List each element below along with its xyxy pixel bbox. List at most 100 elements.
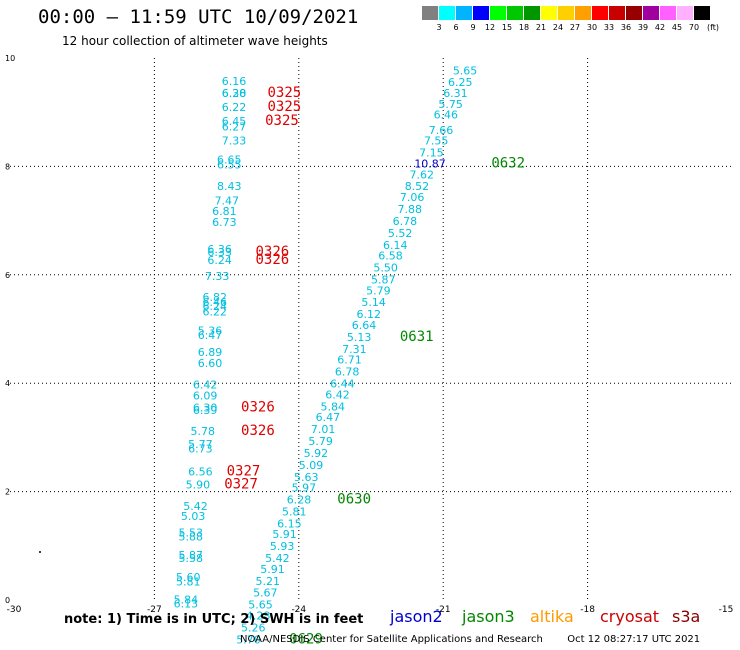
legend-entry-cryosat: cryosat (600, 607, 660, 626)
data-point-value: 5.65 (453, 64, 478, 77)
legend-entry-jason2: jason2 (390, 607, 443, 626)
color-scale-label: 33 (603, 23, 615, 32)
pass-time-label: 0326 (255, 252, 289, 268)
data-point-value: 8.43 (217, 180, 242, 193)
data-point-value: 6.28 (287, 494, 312, 507)
y-tick-label: 4 (5, 379, 10, 388)
data-point-value: 6.64 (352, 319, 377, 332)
data-point-value: 5.03 (181, 510, 206, 523)
color-scale-label: 45 (671, 23, 683, 32)
color-scale-label: 39 (637, 23, 649, 32)
data-point-value: 7.33 (222, 135, 247, 148)
data-point-value: 7.01 (311, 423, 336, 436)
data-point-value: 6.65 (217, 154, 242, 167)
color-scale-box (575, 6, 591, 20)
color-scale-box (694, 6, 710, 20)
y-tick-label: 10 (5, 54, 15, 63)
data-point-value: 5.84 (174, 593, 199, 606)
data-point-value: 6.58 (378, 250, 403, 263)
data-point-value: 6.46 (434, 109, 459, 122)
pass-time-label: 0327 (224, 476, 258, 492)
data-point-value: 7.31 (342, 343, 367, 356)
pass-time-label: 0325 (268, 85, 302, 101)
data-point-value: 7.88 (397, 203, 422, 216)
data-point-value: 5.42 (265, 552, 290, 565)
color-scale-box (439, 6, 455, 20)
data-point-value: 6.82 (203, 291, 228, 304)
data-point-value: 5.97 (292, 482, 317, 495)
data-point-value: 5.77 (188, 438, 213, 451)
data-point-value: 7.55 (424, 135, 449, 148)
data-point-value: 5.84 (320, 400, 345, 413)
color-scale-label: 27 (569, 23, 581, 32)
pass-time-label: 0326 (255, 244, 289, 260)
data-point-value: 6.25 (448, 76, 473, 89)
data-point-value: 6.42 (325, 388, 350, 401)
pass-time-label: 0325 (265, 113, 299, 129)
x-tick-label: -18 (580, 605, 595, 615)
pass-time-label: 0326 (241, 399, 275, 415)
data-point-value: 6.22 (222, 101, 247, 114)
color-scale-box (609, 6, 625, 20)
x-tick-label: -15 (719, 605, 734, 615)
color-scale-box (558, 6, 574, 20)
x-tick-label: -27 (147, 605, 162, 615)
data-point-value: 7.62 (410, 168, 435, 181)
color-scale-box (643, 6, 659, 20)
color-scale-label: 24 (552, 23, 564, 32)
y-tick-label: 8 (5, 162, 10, 171)
data-point-value: 5.79 (308, 435, 333, 448)
color-scale-box (422, 6, 438, 20)
stray-dot (39, 551, 41, 553)
chart-title: 00:00 – 11:59 UTC 10/09/2021 (38, 6, 359, 28)
footer-note: note: 1) Time is in UTC; 2) SWH is in fe… (64, 612, 364, 627)
data-point-value: 6.55 (217, 159, 242, 172)
data-point-value: 6.27 (222, 121, 247, 134)
pass-time-label: 0326 (241, 423, 275, 439)
data-point-value: 6.14 (383, 239, 408, 252)
x-tick-label: -21 (436, 605, 451, 615)
legend-entry-jason3: jason3 (462, 607, 515, 626)
data-point-value: 6.56 (188, 465, 213, 478)
data-point-value: 7.15 (419, 147, 444, 160)
data-point-value: 6.47 (198, 329, 223, 342)
color-scale-box (541, 6, 557, 20)
data-point-value: 6.73 (212, 216, 237, 229)
data-point-value: 5.93 (270, 540, 295, 553)
chart-grid (10, 58, 732, 600)
color-scale-label: 18 (518, 23, 530, 32)
data-point-value: 5.75 (438, 98, 463, 111)
data-point-value: 6.42 (193, 379, 218, 392)
x-tick-label: -24 (291, 605, 306, 615)
color-scale-label: 6 (453, 23, 459, 32)
legend-entry-s3a: s3a (672, 607, 701, 626)
data-point-value: 6.81 (212, 205, 237, 218)
data-point-value: 6.30 (222, 87, 247, 100)
data-point-value: 5.50 (373, 262, 398, 275)
data-point-value: 5.14 (361, 296, 386, 309)
pass-time-label: 0630 (337, 492, 371, 508)
data-point-value: 5.81 (176, 575, 201, 588)
data-point-value: 5.78 (191, 425, 216, 438)
color-scale-box (507, 6, 523, 20)
data-point-value: 5.60 (176, 571, 201, 584)
data-point-value: 5.09 (299, 459, 324, 472)
data-point-value: 6.31 (443, 87, 468, 100)
data-point-value: 6.15 (277, 517, 302, 530)
data-point-value: 5.91 (260, 563, 285, 576)
data-point-value: 5.87 (371, 273, 396, 286)
color-scale-box (592, 6, 608, 20)
y-tick-label: 2 (5, 488, 10, 497)
data-point-value: 5.90 (186, 478, 211, 491)
credit-text: NOAA/NESDIS Center for Satellite Applica… (240, 634, 543, 645)
data-point-value: 5.92 (304, 447, 329, 460)
data-point-value: 6.44 (330, 378, 355, 391)
data-point-value: 6.33 (207, 246, 232, 259)
data-point-value: 6.45 (222, 115, 247, 128)
color-scale-label: 15 (501, 23, 513, 32)
data-point-value: 5.81 (282, 505, 307, 518)
y-tick-label: 0 (5, 596, 10, 605)
chart-time-labels: 0325032503250326032603260326032703270632… (224, 85, 525, 647)
data-point-value: 6.09 (193, 389, 218, 402)
